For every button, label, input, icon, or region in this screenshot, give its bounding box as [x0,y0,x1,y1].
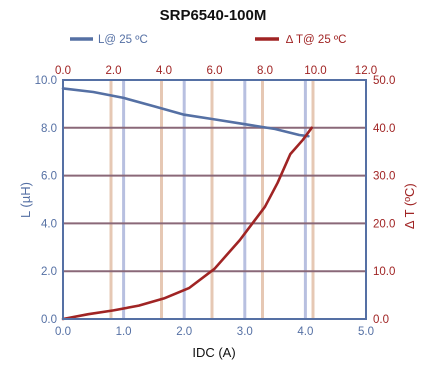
x-tick-label-3: 3.0 [237,326,253,338]
grid [63,80,366,319]
x-tick-label-0: 0.0 [55,326,71,338]
y-left-tick-label-2: 4.0 [41,218,57,230]
legend: L@ 25 ºC ∆ T@ 25 ºC [70,34,346,46]
x-axis-label: IDC (A) [192,345,235,360]
y-right-tick-label-3: 30.0 [373,171,395,183]
tick-labels: 0.0 1.0 2.0 3.0 4.0 5.00.0 2.0 4.0 6.0 8.0 10.0 12.… [35,65,396,338]
legend-label-inductance: L@ 25 ºC [98,34,148,46]
y-left-tick-label-0: 0.0 [41,314,57,326]
y-left-tick-label-5: 10.0 [35,75,57,87]
x-top-tick-label-3: 6.0 [207,65,223,77]
x-top-tick-label-6: 12.0 [355,65,377,77]
x-top-tick-label-0: 0.0 [55,65,71,77]
y-right-tick-label-0: 0.0 [373,314,389,326]
series [61,87,313,321]
x-tick-label-1: 1.0 [116,326,132,338]
y-left-tick-label-3: 6.0 [41,171,57,183]
y-right-tick-label-2: 20.0 [373,218,395,230]
x-top-tick-label-5: 10.0 [304,65,326,77]
plot-frame [62,79,367,320]
legend-label-temperature: ∆ T@ 25 ºC [286,34,346,46]
y-right-tick-label-5: 50.0 [373,75,395,87]
y-axis-label-right: ∆ T (ºC) [402,183,417,228]
x-top-tick-label-2: 4.0 [156,65,172,77]
x-tick-label-4: 4.0 [297,326,313,338]
y-axis-label-left: L (µH) [18,182,33,218]
y-right-tick-label-4: 40.0 [373,123,395,135]
chart-title: SRP6540-100M [160,7,267,24]
y-right-tick-label-1: 10.0 [373,266,395,278]
x-tick-label-2: 2.0 [176,326,192,338]
x-top-tick-label-1: 2.0 [106,65,122,77]
series-line-temperature [61,126,313,321]
x-top-tick-label-4: 8.0 [257,65,273,77]
y-left-tick-label-1: 2.0 [41,266,57,278]
y-left-tick-label-4: 8.0 [41,123,57,135]
series-line-inductance [61,87,310,138]
x-tick-label-5: 5.0 [358,326,374,338]
